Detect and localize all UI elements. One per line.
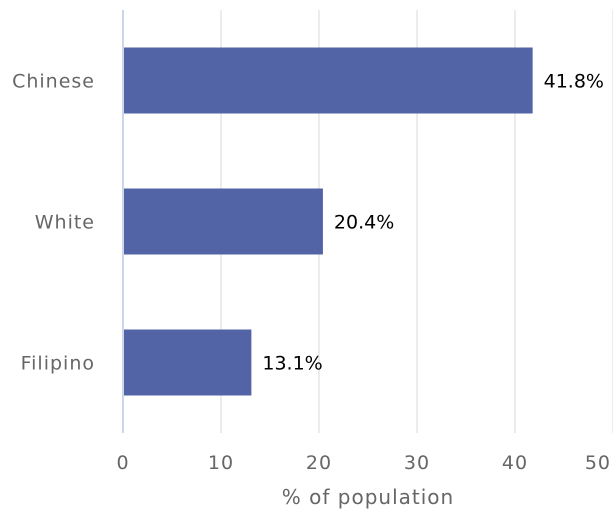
data-label: 13.1% bbox=[262, 353, 322, 375]
x-tick-label: 50 bbox=[585, 452, 611, 474]
data-labels: 41.8% 20.4% 13.1% bbox=[262, 71, 604, 375]
x-tick-label: 30 bbox=[404, 452, 430, 474]
bar bbox=[124, 188, 323, 255]
data-label: 41.8% bbox=[544, 71, 604, 93]
category-label: Chinese bbox=[12, 71, 95, 93]
x-tick-label: 20 bbox=[306, 452, 332, 474]
bars bbox=[124, 47, 533, 396]
x-axis-title: % of population bbox=[282, 485, 454, 509]
x-tick-label: 0 bbox=[116, 452, 129, 474]
x-tick-label: 10 bbox=[208, 452, 234, 474]
category-label: White bbox=[35, 212, 95, 234]
x-tick-label: 40 bbox=[502, 452, 528, 474]
category-labels: Chinese White Filipino bbox=[12, 71, 95, 375]
data-label: 20.4% bbox=[334, 212, 394, 234]
x-tick-labels: 0 10 20 30 40 50 bbox=[116, 452, 611, 474]
bar bbox=[124, 329, 252, 396]
bar bbox=[124, 47, 533, 114]
category-label: Filipino bbox=[21, 353, 95, 375]
